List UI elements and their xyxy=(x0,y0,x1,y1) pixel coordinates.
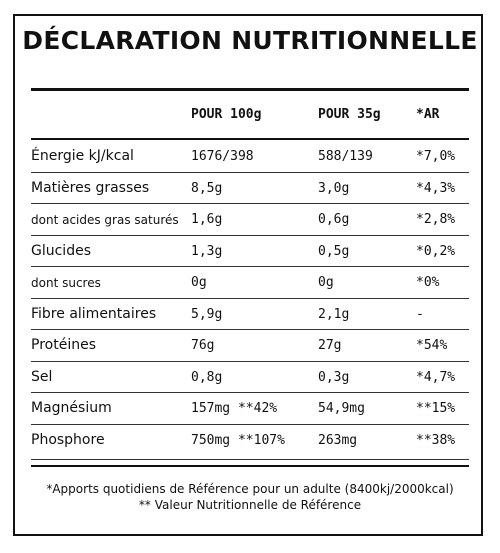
row-label: Énergie kJ/kcal xyxy=(31,148,134,164)
value-per-35g: 263mg xyxy=(318,432,358,448)
table-row: Sel 0,8g 0,3g *4,7% xyxy=(31,362,469,393)
value-ar: *54% xyxy=(416,338,448,353)
value-ar: - xyxy=(416,306,424,322)
row-label: Sel xyxy=(31,368,53,385)
value-per-100g: 0,8g xyxy=(191,369,223,385)
value-per-35g: 0g xyxy=(318,275,334,290)
row-label: Glucides xyxy=(31,242,91,259)
row-label: Magnésium xyxy=(31,400,112,416)
table-row: Protéines 76g 27g *54% xyxy=(31,330,469,361)
row-divider xyxy=(31,234,469,236)
value-per-100g: 157mg **42% xyxy=(191,401,278,416)
table-row: dont sucres 0g 0g *0% xyxy=(31,267,469,298)
table-row: Magnésium 157mg **42% 54,9mg **15% xyxy=(31,393,469,424)
table-row: Phosphore 750mg **107% 263mg **38% xyxy=(31,425,469,456)
value-per-100g: 1,6g xyxy=(191,212,223,227)
title-divider xyxy=(31,88,469,91)
header-per-35g: POUR 35g xyxy=(318,107,381,122)
value-ar: **15% xyxy=(416,401,456,416)
header-divider xyxy=(31,138,469,140)
table-row: Glucides 1,3g 0,5g *0,2% xyxy=(31,236,469,267)
row-label: Phosphore xyxy=(31,431,105,448)
row-divider xyxy=(31,297,469,299)
table-row: Fibre alimentaires 5,9g 2,1g - xyxy=(31,299,469,330)
row-divider xyxy=(31,392,469,393)
row-divider xyxy=(31,171,469,173)
table-row: Matières grasses 8,5g 3,0g *4,3% xyxy=(31,173,469,204)
value-per-35g: 27g xyxy=(318,338,342,353)
footnote-nutrient-reference: ** Valeur Nutritionnelle de Référence xyxy=(138,498,362,512)
value-per-35g: 0,6g xyxy=(318,212,350,227)
table-bottom-divider xyxy=(31,459,469,460)
value-per-100g: 8,5g xyxy=(191,180,223,196)
value-per-100g: 5,9g xyxy=(191,306,223,322)
value-per-35g: 588/139 xyxy=(318,149,373,164)
label-title: DÉCLARATION NUTRITIONNELLE xyxy=(22,26,478,55)
value-ar: *0,2% xyxy=(416,243,456,259)
row-label: Matières grasses xyxy=(31,179,150,196)
row-divider xyxy=(31,329,469,330)
value-ar: *2,8% xyxy=(416,212,456,227)
value-per-100g: 1676/398 xyxy=(191,149,254,164)
header-ar: *AR xyxy=(416,107,440,122)
value-per-35g: 0,5g xyxy=(318,243,350,259)
table-row: dont acides gras saturés 1,6g 0,6g *2,8% xyxy=(31,204,469,235)
row-divider xyxy=(31,423,469,425)
table-row: Énergie kJ/kcal 1676/398 588/139 *7,0% xyxy=(31,141,469,172)
value-ar: *4,3% xyxy=(416,180,456,196)
value-per-35g: 2,1g xyxy=(318,306,350,322)
header-per-100g: POUR 100g xyxy=(191,107,262,122)
value-ar: *0% xyxy=(416,275,440,290)
footnote-reference-intake: *Apports quotidiens de Référence pour un… xyxy=(46,482,454,496)
value-per-100g: 76g xyxy=(191,338,215,353)
row-label: Fibre alimentaires xyxy=(31,305,157,322)
row-label: dont acides gras saturés xyxy=(31,213,179,227)
row-divider xyxy=(31,203,469,204)
value-per-100g: 750mg **107% xyxy=(191,432,285,448)
value-ar: **38% xyxy=(416,432,456,448)
value-ar: *7,0% xyxy=(416,149,456,164)
value-per-35g: 54,9mg xyxy=(318,401,365,416)
row-divider xyxy=(31,360,469,362)
row-divider xyxy=(31,266,469,267)
value-per-100g: 1,3g xyxy=(191,243,223,259)
value-ar: *4,7% xyxy=(416,369,456,385)
value-per-100g: 0g xyxy=(191,275,207,290)
footer-divider xyxy=(31,465,469,467)
row-label: Protéines xyxy=(31,337,96,353)
label-frame xyxy=(13,14,483,536)
row-label: dont sucres xyxy=(31,276,101,290)
value-per-35g: 0,3g xyxy=(318,369,350,385)
value-per-35g: 3,0g xyxy=(318,180,350,196)
